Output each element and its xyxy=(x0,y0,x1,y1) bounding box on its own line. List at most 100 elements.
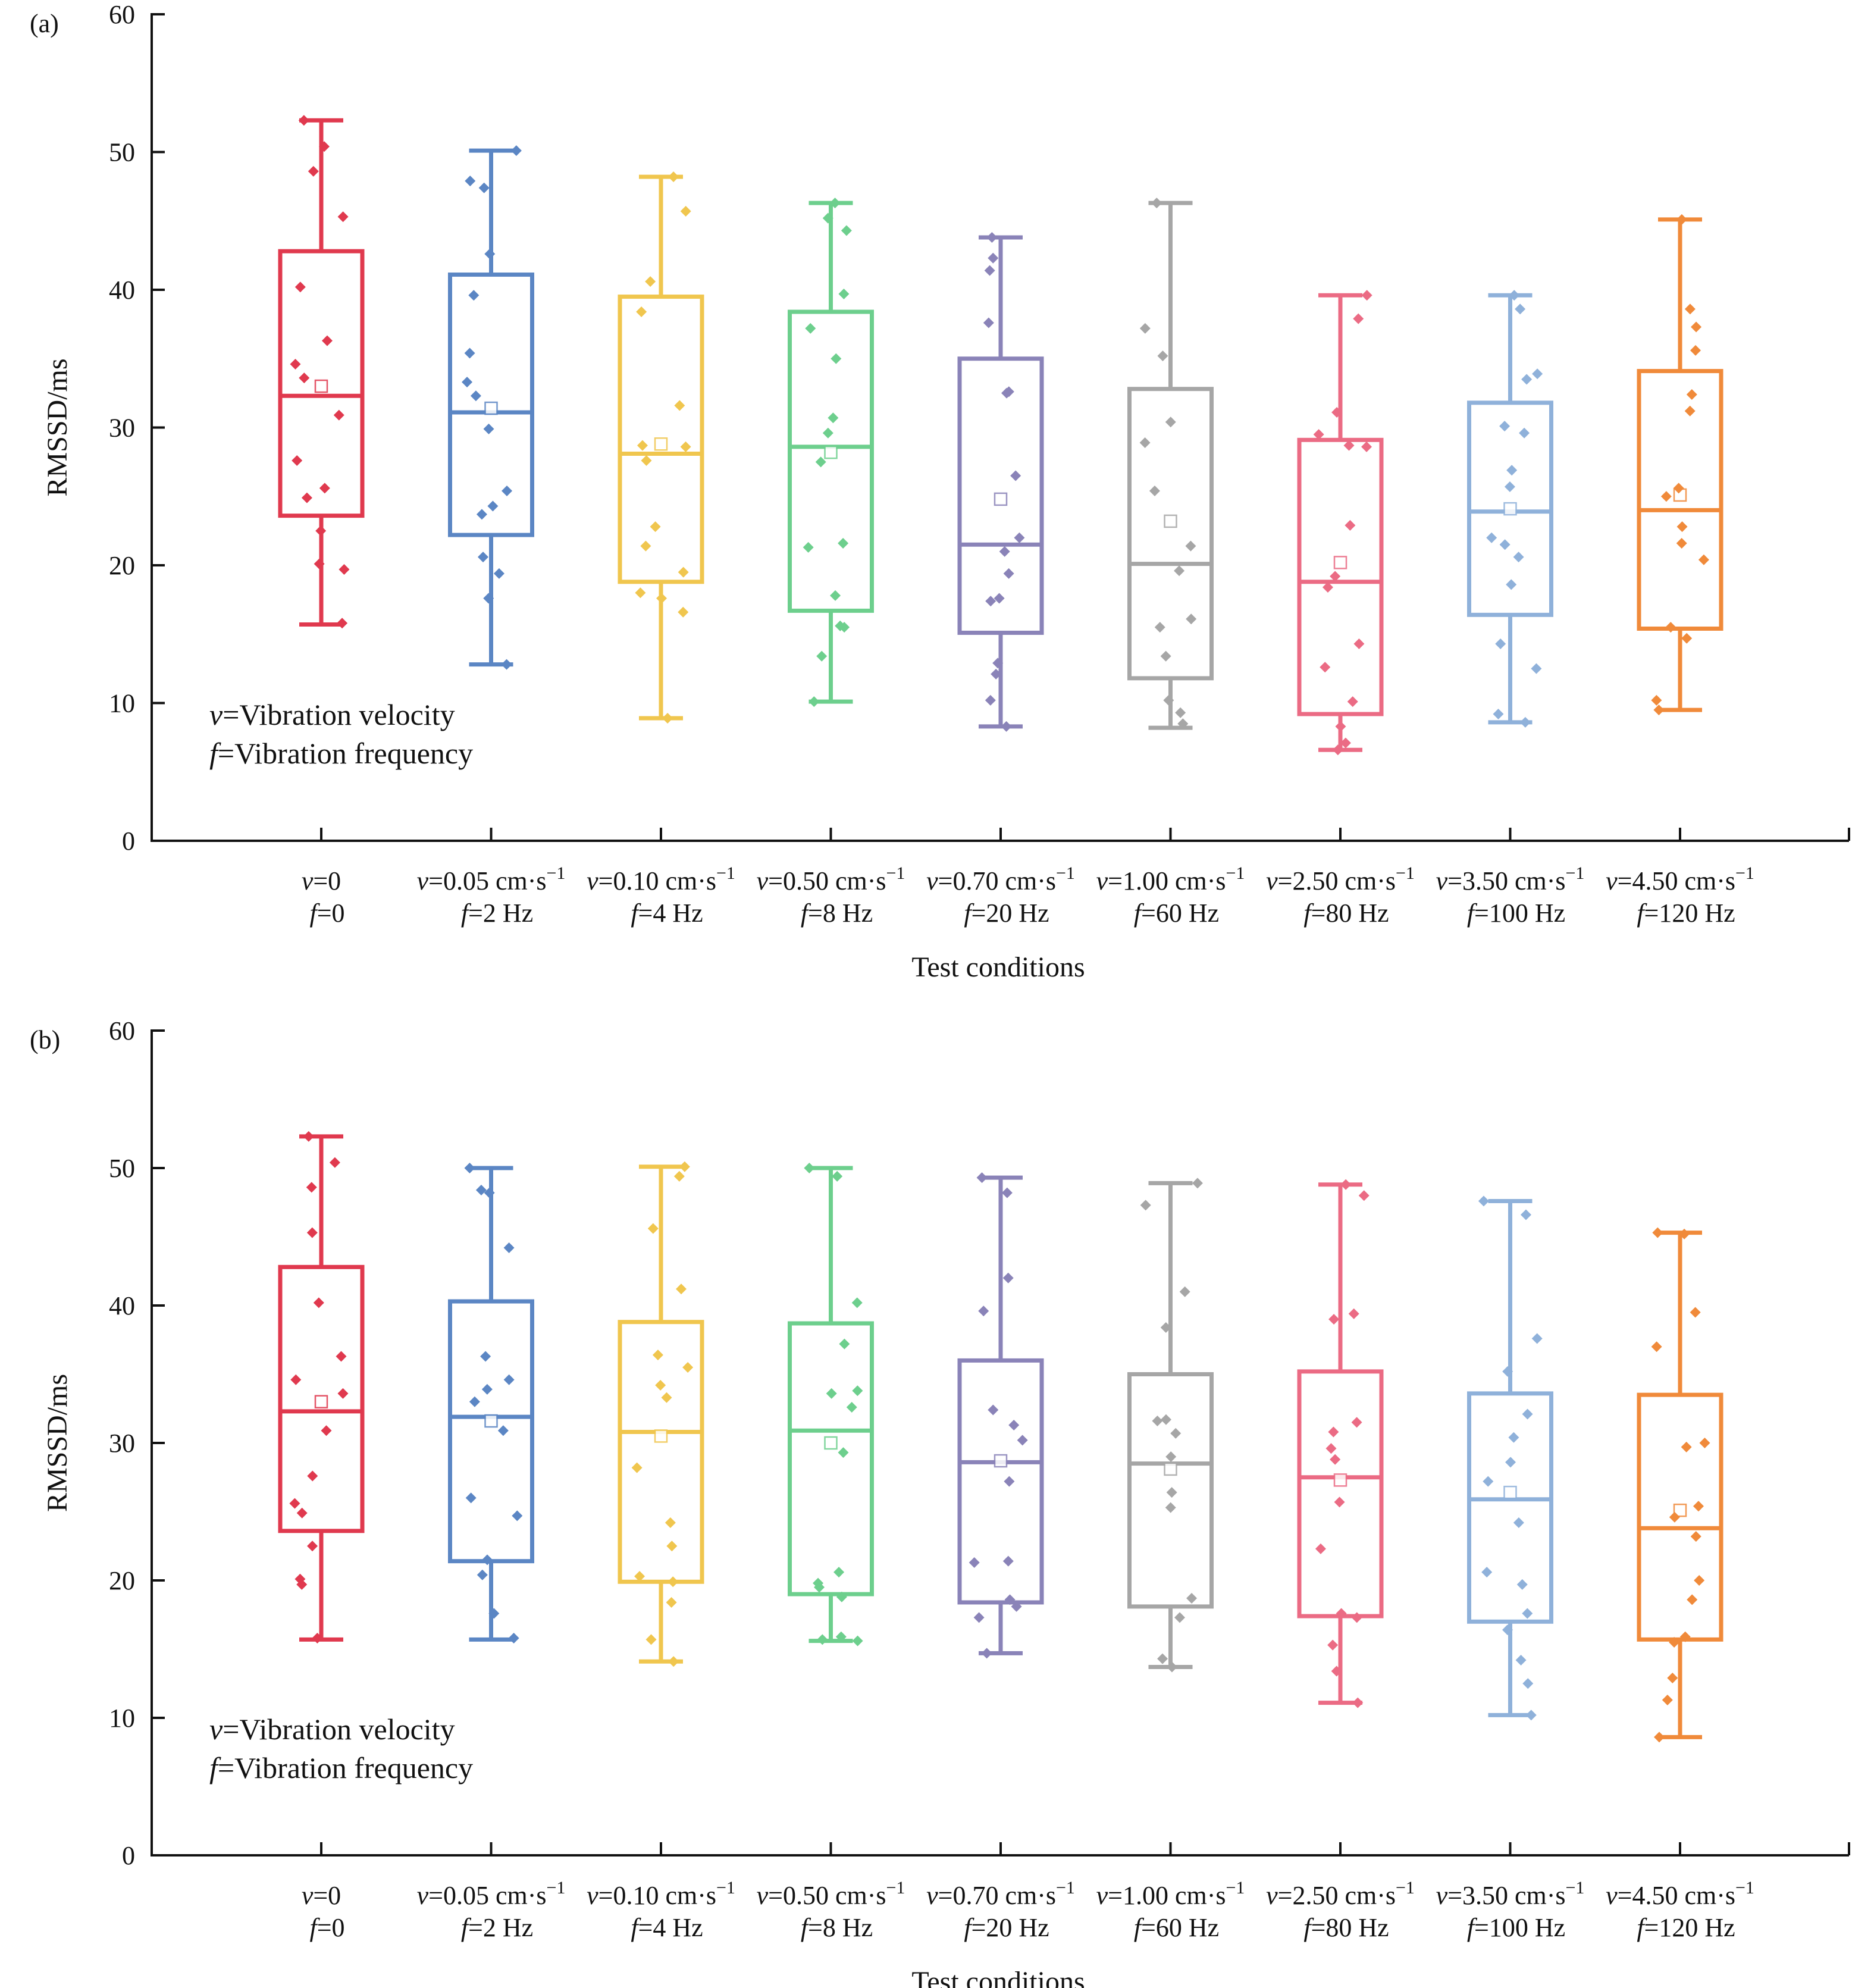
data-point xyxy=(1004,1594,1016,1605)
data-point xyxy=(1660,491,1672,502)
condition-label-v: v=0.50 cm·s−1 xyxy=(757,1878,905,1910)
data-point xyxy=(830,590,841,601)
condition-label-v: v=1.00 cm·s−1 xyxy=(1096,863,1245,896)
data-point xyxy=(1684,303,1696,315)
data-point xyxy=(314,558,325,569)
box-iqr xyxy=(618,295,704,584)
v-symbol: v xyxy=(926,1881,938,1910)
data-point xyxy=(478,552,489,563)
data-point xyxy=(1532,368,1543,380)
v-symbol: v xyxy=(587,866,598,896)
v-symbol: v xyxy=(302,866,314,896)
y-tick-label: 40 xyxy=(109,1291,135,1320)
unit-exponent: −1 xyxy=(716,863,735,883)
data-point xyxy=(488,1608,500,1619)
y-tick-label: 50 xyxy=(109,138,135,167)
data-point xyxy=(329,1157,340,1168)
data-point xyxy=(839,1338,850,1350)
unit-exponent: −1 xyxy=(546,1878,565,1898)
data-point xyxy=(831,353,842,364)
v-equals: = xyxy=(428,866,443,896)
v-equals: = xyxy=(1278,866,1293,896)
data-point xyxy=(503,1242,515,1253)
data-point xyxy=(841,225,852,236)
data-point xyxy=(1001,1187,1013,1198)
v-value: 3.50 cm·s xyxy=(1462,1881,1566,1910)
mean-marker xyxy=(994,1454,1008,1468)
data-point xyxy=(1328,1426,1339,1438)
data-point xyxy=(822,427,833,439)
unit-exponent: −1 xyxy=(546,863,565,883)
data-point xyxy=(1690,1307,1701,1318)
box-7 xyxy=(1297,1179,1384,1708)
data-point xyxy=(294,281,306,293)
data-point xyxy=(315,525,327,537)
data-point xyxy=(988,1404,999,1416)
data-point xyxy=(1521,374,1533,385)
v-symbol: v xyxy=(302,1881,314,1910)
data-point xyxy=(1149,485,1160,496)
y-tick-label: 0 xyxy=(122,826,135,856)
legend-v-symbol: v xyxy=(209,1713,223,1746)
data-point xyxy=(838,537,849,549)
f-equals: = xyxy=(1474,898,1489,928)
condition-label-f: f=4 Hz xyxy=(631,1913,703,1942)
data-point xyxy=(1690,1531,1701,1542)
data-point xyxy=(803,541,814,553)
data-point xyxy=(1003,568,1014,579)
f-value: 80 Hz xyxy=(1325,1913,1389,1942)
data-point xyxy=(668,171,679,183)
box-4 xyxy=(788,1163,874,1646)
v-value: 0 xyxy=(328,1881,341,1910)
data-point xyxy=(1347,696,1358,707)
data-point xyxy=(832,1170,843,1182)
mean-marker xyxy=(1503,502,1517,516)
data-point xyxy=(1698,554,1709,565)
data-point xyxy=(1322,582,1333,593)
data-point xyxy=(321,1425,332,1436)
data-point xyxy=(1691,321,1702,333)
data-point xyxy=(656,593,668,604)
f-value: 8 Hz xyxy=(823,1913,873,1942)
condition-label-v: v=0.10 cm·s−1 xyxy=(587,1878,735,1910)
mean-marker xyxy=(314,1395,328,1408)
condition-label-v: v=0.70 cm·s−1 xyxy=(926,1878,1075,1910)
data-point xyxy=(510,145,522,156)
data-point xyxy=(666,1541,678,1552)
box-iqr xyxy=(957,356,1044,635)
unit-exponent: −1 xyxy=(1396,863,1415,883)
v-value: 0.05 cm·s xyxy=(443,866,547,896)
data-point xyxy=(835,1631,847,1642)
condition-label-v: v=0.10 cm·s−1 xyxy=(587,863,735,896)
v-value: 1.00 cm·s xyxy=(1123,866,1226,896)
v-symbol: v xyxy=(757,866,769,896)
legend-v-text: =Vibration velocity xyxy=(223,698,455,731)
box-2 xyxy=(448,145,534,670)
mean-marker xyxy=(1164,1462,1177,1476)
data-point xyxy=(674,400,685,411)
condition-label-f: f=8 Hz xyxy=(801,1913,873,1942)
data-point xyxy=(679,1161,690,1172)
data-point xyxy=(682,1361,694,1373)
mean-marker xyxy=(484,1414,498,1428)
data-point xyxy=(673,1170,685,1182)
data-point xyxy=(839,622,850,633)
condition-label-v: v=4.50 cm·s−1 xyxy=(1606,863,1754,896)
data-point xyxy=(483,423,494,434)
data-point xyxy=(337,1388,349,1399)
data-point xyxy=(1693,1501,1704,1512)
data-point xyxy=(292,455,303,467)
data-point xyxy=(647,1223,659,1234)
legend-note-frequency: f=Vibration frequency xyxy=(209,1751,473,1784)
data-point xyxy=(852,1385,863,1397)
data-point xyxy=(1681,633,1693,644)
v-symbol: v xyxy=(1096,1881,1108,1910)
condition-label-f: f=20 Hz xyxy=(964,898,1049,928)
data-point xyxy=(465,1492,477,1504)
data-point xyxy=(833,1567,845,1578)
box-iqr xyxy=(957,1358,1044,1605)
f-value: 20 Hz xyxy=(986,898,1049,928)
v-equals: = xyxy=(598,1881,613,1910)
v-value: 0.05 cm·s xyxy=(443,1881,547,1910)
